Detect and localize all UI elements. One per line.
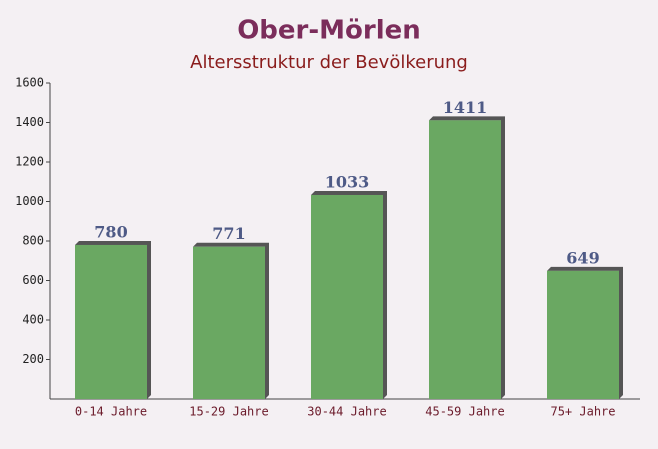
bar <box>75 244 147 399</box>
y-tick-label: 200 <box>22 352 44 366</box>
y-tick-label: 1600 <box>15 76 44 90</box>
value-label: 780 <box>94 222 127 241</box>
y-tick-label: 800 <box>22 234 44 248</box>
value-label: 771 <box>212 224 245 243</box>
bar <box>547 270 619 399</box>
y-tick-label: 1000 <box>15 194 44 208</box>
y-tick-label: 600 <box>22 273 44 287</box>
x-tick-label: 30-44 Jahre <box>307 405 386 419</box>
value-label: 649 <box>566 248 599 267</box>
x-tick-label: 75+ Jahre <box>550 405 615 419</box>
chart-subtitle: Altersstruktur der Bevölkerung <box>190 52 468 73</box>
y-tick-label: 400 <box>22 313 44 327</box>
bar <box>429 120 501 399</box>
chart-title: Ober-Mörlen <box>237 16 421 46</box>
y-tick-label: 1400 <box>15 115 44 129</box>
x-tick-label: 0-14 Jahre <box>75 405 147 419</box>
x-tick-label: 45-59 Jahre <box>425 405 504 419</box>
y-tick-label: 1200 <box>15 155 44 169</box>
value-label: 1411 <box>443 98 488 117</box>
value-label: 1033 <box>325 172 370 191</box>
bar <box>193 246 265 399</box>
x-tick-label: 15-29 Jahre <box>189 405 268 419</box>
bar <box>311 194 383 399</box>
